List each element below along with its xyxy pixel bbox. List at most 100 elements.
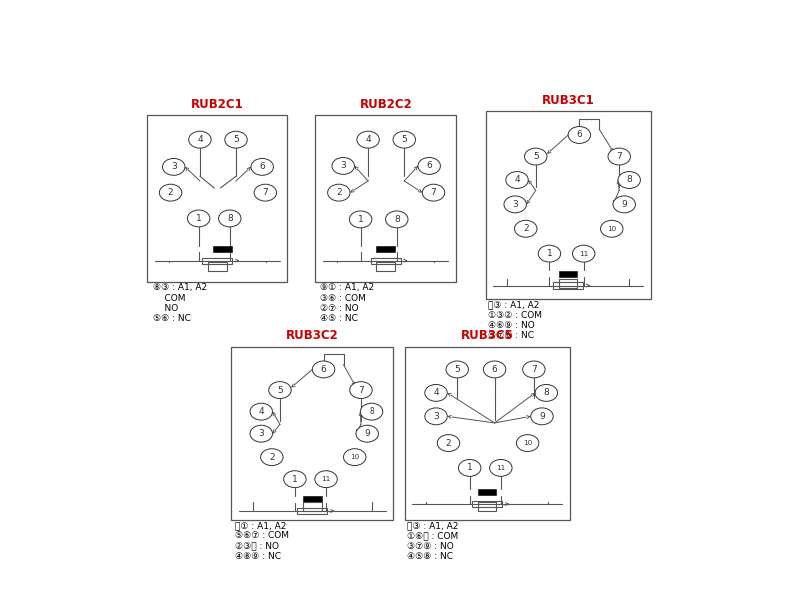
Text: 2: 2 xyxy=(522,224,528,233)
Text: 6: 6 xyxy=(259,163,265,171)
Bar xyxy=(471,501,501,507)
Text: 1: 1 xyxy=(291,474,297,484)
Text: 7: 7 xyxy=(530,365,536,374)
Text: 3: 3 xyxy=(433,412,438,421)
Circle shape xyxy=(357,131,379,148)
Bar xyxy=(303,502,321,511)
Text: 6: 6 xyxy=(320,365,326,374)
Bar xyxy=(147,115,287,282)
Circle shape xyxy=(250,425,272,442)
Circle shape xyxy=(260,449,283,465)
Text: 8: 8 xyxy=(626,175,631,185)
Text: ⑪③ : A1, A2: ⑪③ : A1, A2 xyxy=(406,521,458,530)
Bar xyxy=(376,246,394,252)
Text: ③⑥ : COM: ③⑥ : COM xyxy=(320,294,365,303)
Text: 5: 5 xyxy=(532,152,538,161)
Text: RUB3C2: RUB3C2 xyxy=(286,329,338,342)
Text: 1: 1 xyxy=(357,215,363,224)
Circle shape xyxy=(283,471,306,488)
Text: RUB2C2: RUB2C2 xyxy=(359,98,412,111)
Text: 4: 4 xyxy=(197,135,202,144)
Bar xyxy=(404,347,569,519)
Text: 4: 4 xyxy=(514,175,520,185)
Circle shape xyxy=(530,408,552,425)
Bar xyxy=(370,258,400,264)
Text: ⑨① : A1, A2: ⑨① : A1, A2 xyxy=(320,283,373,292)
Circle shape xyxy=(360,403,382,420)
Circle shape xyxy=(424,384,446,401)
Text: ④⑤⑧ : NC: ④⑤⑧ : NC xyxy=(406,552,453,561)
Bar xyxy=(477,489,496,495)
Text: ⑤⑥⑦ : COM: ⑤⑥⑦ : COM xyxy=(234,531,289,540)
Text: 3: 3 xyxy=(258,429,264,438)
Text: RUB2C1: RUB2C1 xyxy=(191,98,244,111)
Bar xyxy=(231,347,393,519)
Circle shape xyxy=(535,384,556,401)
Text: COM: COM xyxy=(153,294,185,303)
Circle shape xyxy=(327,184,349,201)
Text: 11: 11 xyxy=(321,476,330,482)
Circle shape xyxy=(600,220,622,238)
Text: 1: 1 xyxy=(467,463,472,473)
Text: ⑧③ : A1, A2: ⑧③ : A1, A2 xyxy=(153,283,207,292)
Circle shape xyxy=(254,184,276,201)
Circle shape xyxy=(187,210,210,227)
Circle shape xyxy=(218,210,241,227)
Text: ⑫① : A1, A2: ⑫① : A1, A2 xyxy=(234,521,286,530)
Text: 1: 1 xyxy=(195,214,202,223)
Text: ④⑥⑨ : NO: ④⑥⑨ : NO xyxy=(487,321,534,330)
Circle shape xyxy=(505,172,528,188)
Circle shape xyxy=(489,459,512,476)
Circle shape xyxy=(503,196,526,213)
Circle shape xyxy=(349,382,372,398)
Bar xyxy=(477,502,496,511)
Text: 5: 5 xyxy=(401,135,406,144)
Circle shape xyxy=(524,148,546,165)
Text: ③⑦⑨ : NO: ③⑦⑨ : NO xyxy=(406,541,453,551)
Circle shape xyxy=(607,148,630,165)
Circle shape xyxy=(618,172,640,188)
Text: 2: 2 xyxy=(269,452,275,462)
Text: 3: 3 xyxy=(170,163,177,171)
Text: 7: 7 xyxy=(430,188,436,197)
Circle shape xyxy=(437,435,459,451)
Circle shape xyxy=(162,158,185,175)
Text: ①③② : COM: ①③② : COM xyxy=(487,311,541,320)
Circle shape xyxy=(568,127,590,144)
Text: 9: 9 xyxy=(364,429,369,438)
Text: 5: 5 xyxy=(277,385,283,395)
Circle shape xyxy=(251,158,273,175)
Text: 1: 1 xyxy=(546,249,552,258)
Text: 8: 8 xyxy=(226,214,232,223)
Text: 3: 3 xyxy=(340,161,345,171)
Text: 2: 2 xyxy=(445,438,450,448)
Bar xyxy=(558,271,577,277)
Circle shape xyxy=(458,459,480,476)
Circle shape xyxy=(418,158,440,174)
Text: 7: 7 xyxy=(262,188,268,197)
Text: 9: 9 xyxy=(621,200,626,209)
Bar xyxy=(315,115,455,282)
Bar xyxy=(485,111,650,299)
Circle shape xyxy=(514,220,536,238)
Text: RUB3C1: RUB3C1 xyxy=(540,94,593,107)
Circle shape xyxy=(349,211,372,228)
Text: 7: 7 xyxy=(357,385,364,395)
Text: 4: 4 xyxy=(258,407,263,416)
Circle shape xyxy=(612,196,634,213)
Bar xyxy=(213,246,231,252)
Text: 6: 6 xyxy=(426,161,431,171)
Text: 9: 9 xyxy=(539,412,544,421)
Circle shape xyxy=(189,131,211,148)
Text: ①⑥⑫ : COM: ①⑥⑫ : COM xyxy=(406,531,458,540)
Text: 2: 2 xyxy=(168,188,173,197)
Text: ⑪③ : A1, A2: ⑪③ : A1, A2 xyxy=(487,301,539,309)
Text: 11: 11 xyxy=(495,465,505,471)
Circle shape xyxy=(393,131,415,148)
Circle shape xyxy=(516,435,538,451)
Text: 8: 8 xyxy=(393,215,399,224)
Text: ④⑧⑨ : NC: ④⑧⑨ : NC xyxy=(234,552,281,561)
Circle shape xyxy=(225,131,247,148)
Text: 6: 6 xyxy=(576,130,581,139)
Text: 11: 11 xyxy=(578,251,588,256)
